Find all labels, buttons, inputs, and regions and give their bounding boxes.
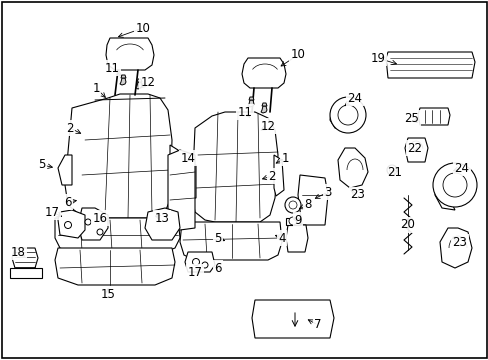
Text: 18: 18 [11, 246, 25, 258]
Circle shape [192, 258, 199, 266]
Circle shape [288, 217, 296, 225]
Circle shape [64, 221, 71, 229]
Text: 14: 14 [180, 152, 195, 165]
Polygon shape [248, 97, 253, 100]
Polygon shape [262, 103, 266, 106]
Text: 8: 8 [304, 198, 311, 211]
Polygon shape [242, 58, 285, 88]
Text: 23: 23 [350, 189, 365, 202]
Polygon shape [251, 300, 333, 338]
Circle shape [288, 201, 296, 209]
Text: 24: 24 [453, 162, 468, 175]
Text: 12: 12 [140, 76, 155, 89]
Polygon shape [329, 108, 347, 130]
Circle shape [202, 262, 207, 268]
Circle shape [386, 165, 396, 175]
Text: 17: 17 [44, 206, 60, 219]
Polygon shape [168, 150, 195, 230]
Text: 15: 15 [101, 288, 115, 302]
Text: 3: 3 [324, 185, 331, 198]
Polygon shape [65, 94, 172, 218]
Text: 1: 1 [281, 152, 288, 165]
Polygon shape [285, 225, 307, 252]
Polygon shape [192, 112, 278, 222]
Circle shape [337, 105, 357, 125]
Polygon shape [261, 106, 266, 113]
Text: 7: 7 [314, 319, 321, 332]
Circle shape [85, 219, 91, 225]
Text: 6: 6 [214, 261, 221, 274]
Polygon shape [136, 82, 142, 89]
Text: 4: 4 [278, 231, 285, 244]
Text: 11: 11 [104, 62, 119, 75]
Polygon shape [434, 175, 454, 210]
Polygon shape [297, 175, 327, 225]
Text: 1: 1 [92, 81, 100, 94]
Polygon shape [184, 165, 196, 198]
Text: 17: 17 [187, 266, 202, 279]
Text: 2: 2 [268, 170, 275, 183]
Polygon shape [439, 228, 471, 268]
Text: 11: 11 [237, 105, 252, 118]
Polygon shape [170, 145, 180, 185]
Text: 10: 10 [290, 49, 305, 62]
Text: 16: 16 [92, 211, 107, 225]
Polygon shape [184, 252, 215, 272]
Polygon shape [120, 78, 126, 85]
Polygon shape [273, 155, 284, 196]
Polygon shape [12, 248, 38, 268]
Text: 24: 24 [347, 91, 362, 104]
Circle shape [442, 173, 466, 197]
Polygon shape [55, 248, 175, 285]
Circle shape [432, 163, 476, 207]
Text: 13: 13 [154, 211, 169, 225]
Text: 22: 22 [407, 141, 422, 154]
Circle shape [329, 97, 365, 133]
Text: 12: 12 [260, 120, 275, 132]
Text: 9: 9 [294, 213, 301, 226]
Text: 23: 23 [451, 235, 467, 248]
Polygon shape [385, 52, 474, 78]
Text: 20: 20 [400, 219, 415, 231]
Text: 6: 6 [64, 195, 72, 208]
Text: 21: 21 [386, 166, 402, 179]
Circle shape [389, 167, 394, 172]
Text: 2: 2 [66, 122, 74, 135]
Text: 5: 5 [214, 231, 221, 244]
Circle shape [97, 229, 103, 235]
Polygon shape [180, 222, 282, 260]
Polygon shape [121, 75, 126, 78]
Polygon shape [417, 108, 449, 125]
Polygon shape [10, 268, 42, 278]
Text: 5: 5 [38, 158, 45, 171]
Polygon shape [337, 148, 367, 188]
Polygon shape [285, 218, 299, 225]
Circle shape [285, 197, 301, 213]
Polygon shape [58, 155, 72, 185]
Polygon shape [404, 138, 427, 162]
Polygon shape [78, 208, 108, 240]
Polygon shape [106, 38, 154, 70]
Text: 10: 10 [135, 22, 150, 35]
Polygon shape [58, 210, 85, 238]
Text: 25: 25 [404, 112, 419, 125]
Polygon shape [55, 218, 180, 252]
Polygon shape [137, 79, 142, 82]
Polygon shape [145, 208, 180, 240]
Polygon shape [247, 100, 253, 107]
Text: 19: 19 [370, 51, 385, 64]
